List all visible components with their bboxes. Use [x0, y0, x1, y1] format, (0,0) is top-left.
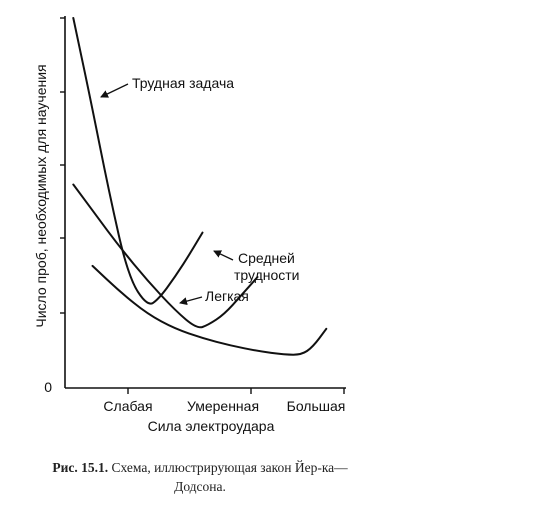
- x-axis-title: Сила электроудара: [148, 418, 275, 434]
- x-ticks: [127, 388, 345, 394]
- chart: 0 Слабая Умеренная Большая Сила электроу…: [33, 16, 346, 434]
- annotation-hard-task: Трудная задача: [132, 75, 234, 91]
- annotation-easy: Легкая: [205, 288, 249, 304]
- series-medium: [72, 183, 259, 329]
- caption-text: Схема, иллюстрирующая закон Йер-ка—Додсо…: [108, 460, 348, 494]
- figure-caption: Рис. 15.1. Схема, иллюстрирующая закон Й…: [35, 458, 365, 496]
- x-tick-label-moderate: Умеренная: [187, 398, 259, 414]
- series-hard-task: [72, 17, 204, 305]
- y-ticks: [60, 17, 65, 314]
- series-layer: [72, 17, 328, 356]
- y-tick-label-0: 0: [44, 379, 52, 395]
- x-tick-label-strong: Большая: [287, 398, 346, 414]
- arrow-hard-task: [100, 83, 129, 98]
- arrow-easy: [179, 296, 203, 306]
- x-tick-label-weak: Слабая: [103, 398, 152, 414]
- y-axis-title: Число проб, необходимых для научения: [33, 64, 49, 327]
- caption-label: Рис. 15.1.: [52, 460, 109, 475]
- arrow-medium: [213, 250, 234, 261]
- annotation-medium-line1: Средней: [238, 250, 295, 266]
- annotation-medium-line2: трудности: [234, 267, 300, 283]
- series-easy: [91, 264, 328, 356]
